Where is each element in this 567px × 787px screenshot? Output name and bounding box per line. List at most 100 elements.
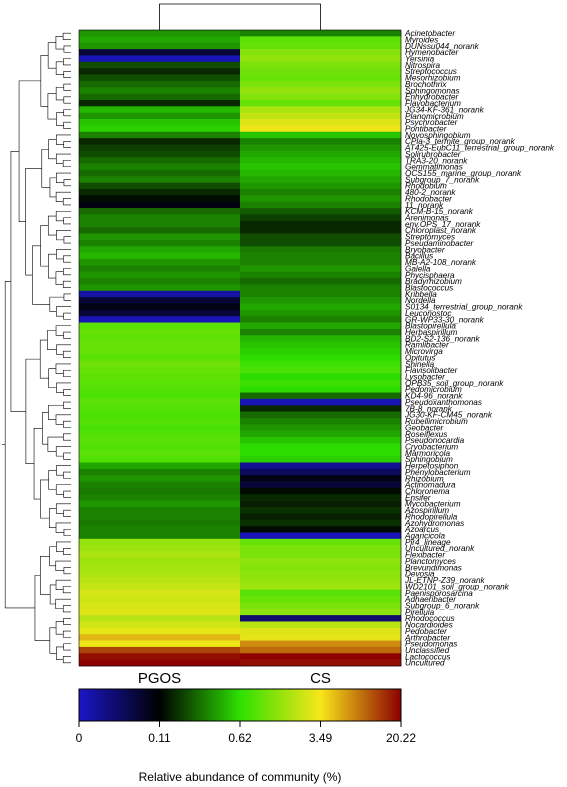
- heatmap-cell: [240, 411, 402, 419]
- heatmap-cell: [240, 220, 402, 228]
- heatmap-cell: [240, 138, 402, 145]
- heatmap-cell: [240, 462, 402, 470]
- heatmap-cell: [79, 608, 241, 616]
- row-label: Unclassified: [405, 646, 450, 655]
- heatmap-cell: [240, 309, 402, 317]
- heatmap-cell: [79, 386, 241, 393]
- row-label: CPla-3_termite_group_norank: [405, 137, 516, 146]
- heatmap-cell: [79, 398, 241, 406]
- heatmap-cell: [79, 538, 241, 546]
- row-dendrogram-branch: [63, 121, 71, 129]
- heatmap-cell: [240, 106, 402, 113]
- row-label: 480-2_norank: [405, 188, 456, 197]
- heatmap-cell: [240, 87, 402, 94]
- color-scale-ticks: 0 0.11 0.62 3.49 20.22: [76, 721, 416, 745]
- row-label: Mycobacterium: [405, 500, 461, 509]
- row-dendrogram-branch: [49, 177, 57, 198]
- heatmap-cell: [240, 157, 402, 164]
- row-label: JG30-KF-CM45_norank: [404, 411, 493, 420]
- heatmap-cell: [240, 189, 402, 196]
- heatmap-cell: [79, 627, 241, 635]
- row-dendrogram-branch: [47, 42, 57, 69]
- row-label: Kribbella: [405, 290, 437, 299]
- heatmap-cells: [78, 29, 402, 667]
- heatmap-cell: [79, 189, 241, 196]
- row-dendrogram-branch: [48, 139, 57, 160]
- heatmap-cell: [79, 379, 241, 387]
- heatmap-cell: [240, 341, 402, 349]
- row-dendrogram-branch: [48, 508, 57, 528]
- heatmap-cell: [240, 227, 402, 234]
- row-label: 7B-8_norank: [405, 404, 453, 413]
- heatmap-cell: [79, 106, 241, 113]
- row-dendrogram-branch: [63, 433, 71, 441]
- heatmap-cell: [79, 640, 241, 648]
- row-dendrogram-branch: [55, 86, 64, 101]
- column-label: PGOS: [138, 670, 181, 687]
- row-dendrogram-branch: [49, 627, 57, 654]
- heatmap-cell: [240, 360, 402, 368]
- row-dendrogram-branch: [63, 96, 71, 104]
- heatmap-cell: [79, 220, 241, 228]
- row-dendrogram-branch: [48, 470, 57, 490]
- row-label: Geobacter: [405, 423, 444, 432]
- color-scale-bar: [78, 688, 402, 722]
- row-dendrogram-branch: [4, 281, 35, 609]
- row-label: WD2101_soil_group_norank: [405, 582, 510, 591]
- heatmap-cell: [79, 532, 241, 540]
- row-dendrogram-branch: [33, 428, 43, 500]
- heatmap-cell: [240, 30, 402, 37]
- heatmap-cell: [240, 271, 402, 279]
- heatmap-cell: [240, 61, 402, 69]
- row-label: Devosia: [405, 570, 435, 579]
- row-label: Acinetobacter: [404, 29, 455, 38]
- row-dendrogram-branch: [63, 217, 71, 225]
- row-label: Rubellimicrobium: [405, 417, 468, 426]
- row-label: Ramlibacter: [405, 341, 449, 350]
- heatmap-cell: [240, 615, 402, 622]
- heatmap-cell: [240, 621, 402, 629]
- row-label: Microvirga: [405, 347, 443, 356]
- row-label: KD4-96_norank: [405, 392, 463, 401]
- heatmap-cell: [240, 348, 402, 355]
- row-label: Actinomadura: [404, 481, 456, 490]
- row-dendrogram-branch: [63, 369, 71, 377]
- heatmap-cell: [240, 278, 402, 285]
- heatmap-cell: [79, 316, 241, 323]
- heatmap-cell: [79, 602, 241, 610]
- row-label: KCM-B-15_norank: [405, 207, 474, 216]
- heatmap-cell: [240, 290, 402, 298]
- row-dendrogram-branch: [42, 412, 49, 445]
- row-label: Azohydromonas: [404, 519, 464, 528]
- column-labels: PGOS CS: [138, 670, 331, 687]
- row-label: Enhydrobacter: [405, 93, 459, 102]
- row-dendrogram-branch: [56, 344, 71, 355]
- heatmap-cell: [79, 131, 241, 139]
- heatmap-cell: [79, 519, 241, 527]
- row-dendrogram-branch: [47, 330, 57, 350]
- row-label: Pedomicrobium: [405, 385, 462, 394]
- heatmap-cell: [79, 475, 241, 482]
- heatmap-cell: [240, 526, 402, 533]
- row-dendrogram-branch: [63, 401, 71, 409]
- heatmap-cell: [240, 405, 402, 412]
- heatmap-cell: [240, 392, 402, 400]
- heatmap-cell: [79, 494, 241, 501]
- heatmap-cell: [79, 233, 241, 241]
- row-label: Adhaeribacter: [404, 595, 456, 604]
- heatmap-cell: [79, 87, 241, 94]
- heatmap-cell: [240, 602, 402, 610]
- heatmap-cell: [240, 182, 402, 190]
- row-label: Azoarcus: [404, 525, 439, 534]
- heatmap-cell: [240, 589, 402, 597]
- heatmap-cell: [79, 227, 241, 234]
- heatmap-cell: [240, 55, 402, 63]
- heatmap-cell: [79, 621, 241, 629]
- row-label: Agaricicola: [404, 532, 445, 541]
- heatmap-cell: [79, 411, 241, 419]
- heatmap-cell: [240, 487, 402, 495]
- row-label: Pseudomonas: [405, 640, 457, 649]
- row-dendrogram-branch: [63, 509, 71, 517]
- heatmap-cell: [79, 551, 241, 559]
- heatmap-cell: [79, 443, 241, 451]
